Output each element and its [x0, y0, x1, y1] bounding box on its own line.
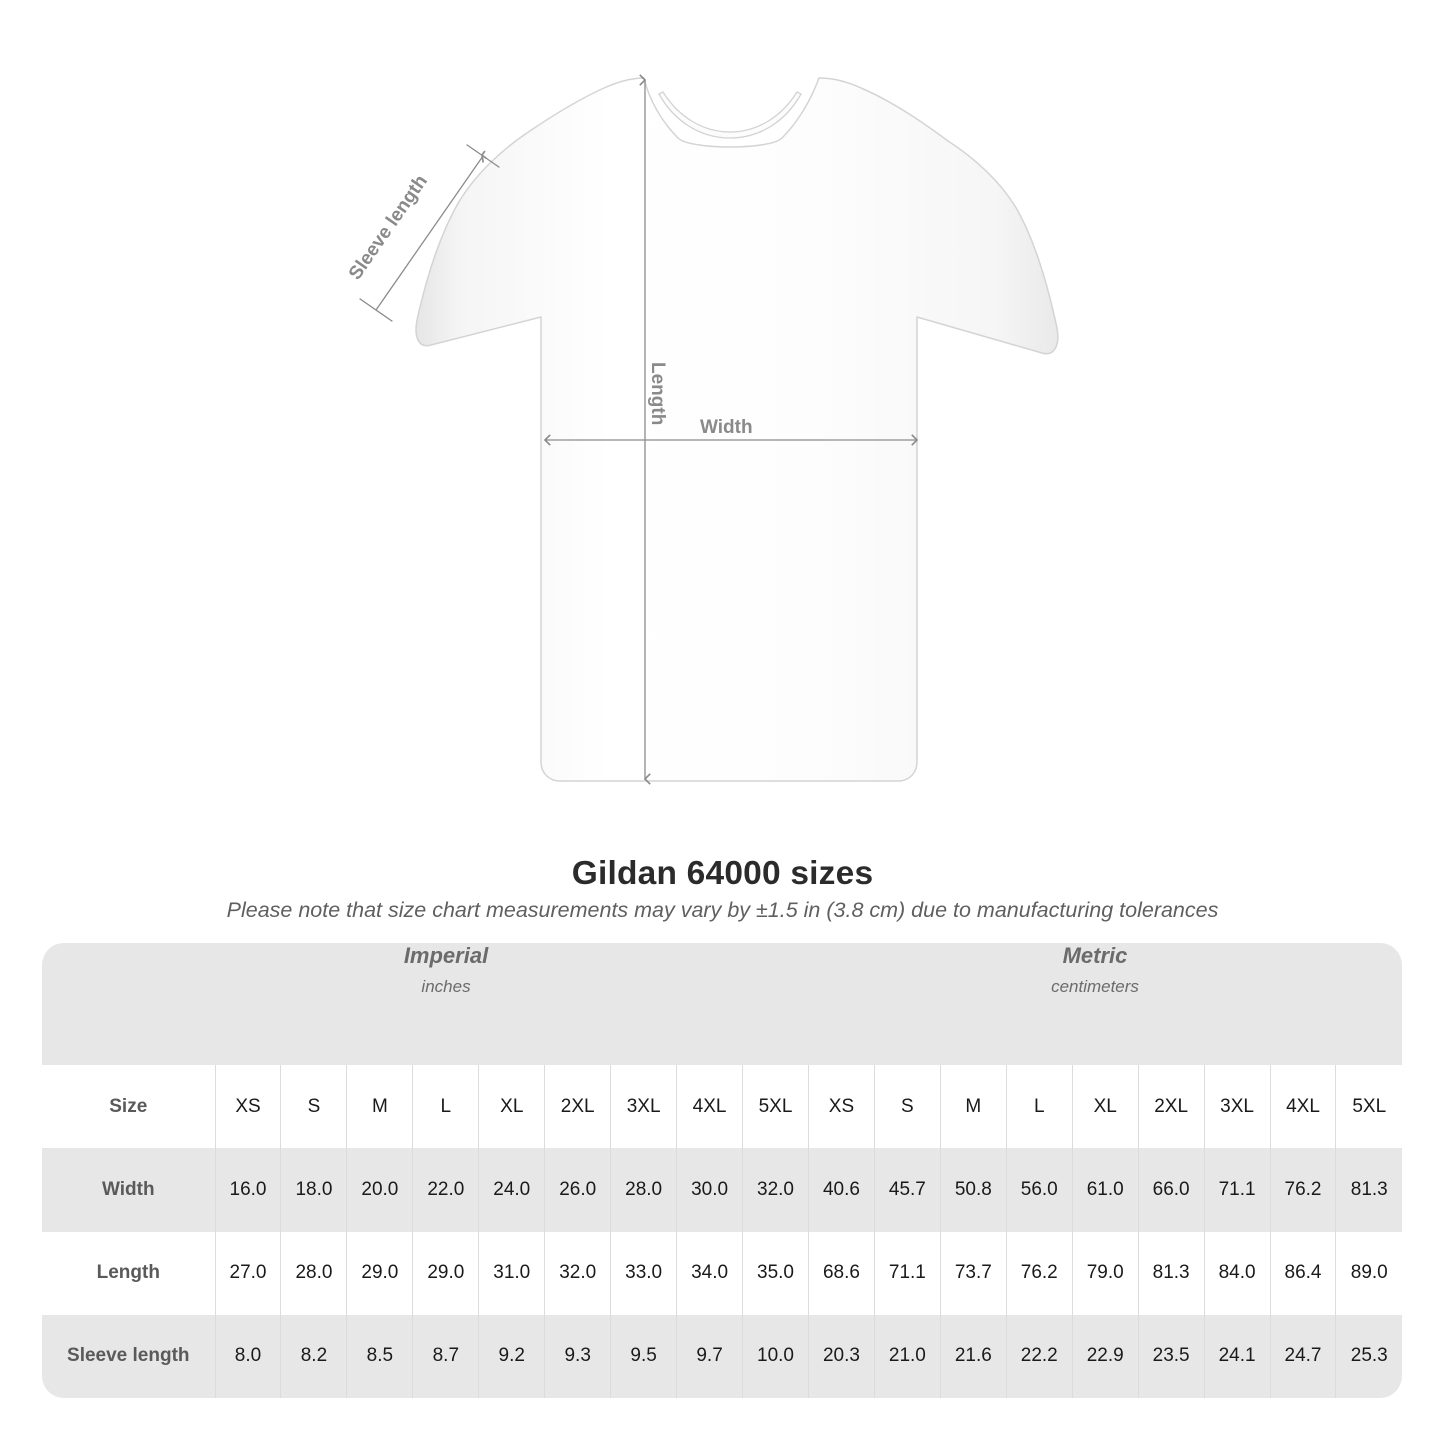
svg-text:Length: Length	[647, 362, 668, 425]
svg-text:Sleeve length: Sleeve length	[345, 171, 432, 284]
svg-text:Width: Width	[700, 417, 753, 438]
